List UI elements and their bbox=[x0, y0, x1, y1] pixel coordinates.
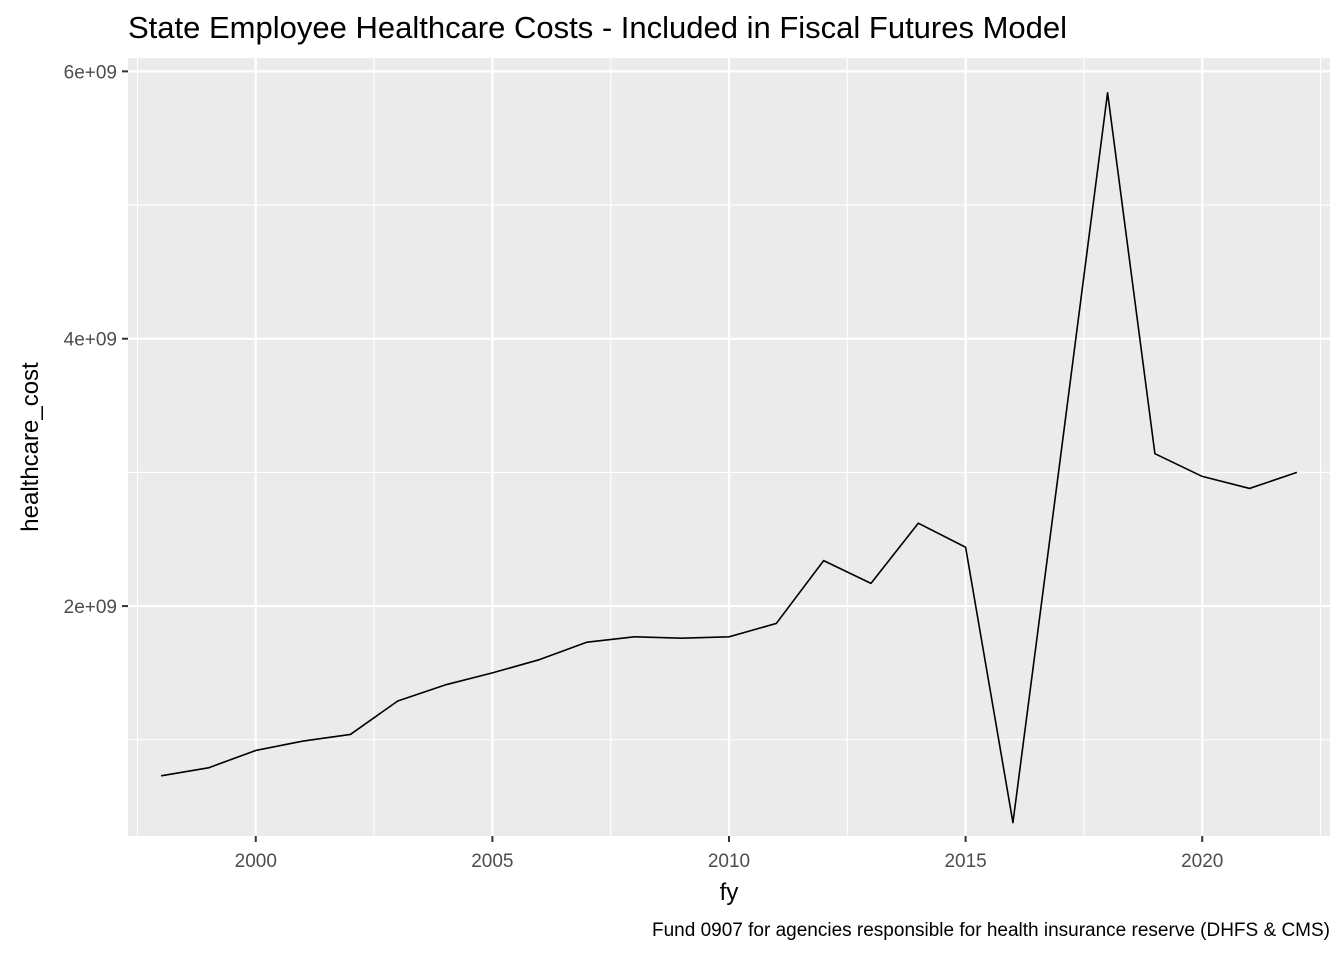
series-line bbox=[160, 91, 1298, 824]
x-tick-label: 2005 bbox=[471, 851, 513, 872]
y-axis-title: healthcare_cost bbox=[17, 362, 44, 532]
y-tick-label: 6e+09 bbox=[64, 62, 117, 83]
x-tick-label: 2020 bbox=[1181, 851, 1223, 872]
chart-caption: Fund 0907 for agencies responsible for h… bbox=[652, 920, 1330, 941]
chart-title: State Employee Healthcare Costs - Includ… bbox=[128, 10, 1068, 45]
x-axis-title: fy bbox=[720, 879, 739, 906]
x-tick-label: 2015 bbox=[944, 851, 986, 872]
y-tick-label: 2e+09 bbox=[64, 597, 117, 618]
x-tick-label: 2010 bbox=[708, 851, 750, 872]
y-tick-label: 4e+09 bbox=[64, 330, 117, 351]
x-tick-label: 2000 bbox=[235, 851, 277, 872]
